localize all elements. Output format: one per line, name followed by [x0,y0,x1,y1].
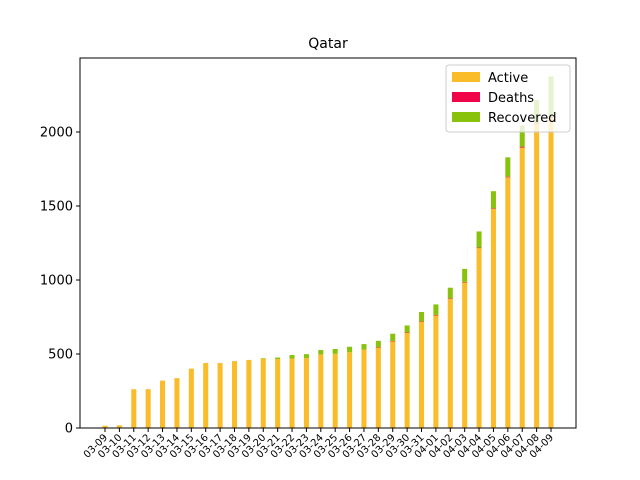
legend-label-active: Active [488,71,528,86]
bar-recovered-03-29 [390,333,396,341]
bar-recovered-04-05 [490,191,496,209]
bar-recovered-03-25 [332,348,338,354]
bar-recovered-03-31 [419,311,425,322]
legend-swatch-deaths [452,92,480,102]
bar-recovered-03-27 [361,344,367,350]
bar-recovered-04-01 [433,304,439,315]
bar-active-04-07 [519,147,525,429]
chart-title: Qatar [308,36,348,52]
legend-swatch-recovered [452,112,480,122]
bar-recovered-04-07 [519,125,525,147]
bar-deaths-04-04 [476,247,482,249]
bar-recovered-03-21 [275,357,281,360]
bar-active-04-08 [534,123,540,428]
plot-frame [79,57,577,429]
bar-deaths-03-28 [375,347,381,348]
bar-active-04-09 [548,118,554,428]
bar-active-04-02 [447,298,453,428]
x-axis: 03-0903-1003-1103-1203-1303-1403-1503-16… [82,428,556,461]
bar-active-03-13 [160,380,166,428]
bar-active-04-04 [476,248,482,428]
bar-active-03-27 [361,349,367,428]
bar-active-03-20 [260,358,266,428]
bar-active-03-31 [419,321,425,428]
bar-active-03-21 [275,359,281,428]
bar-active-03-30 [404,332,410,428]
bar-active-03-09 [102,425,108,428]
y-tick-label-0: 0 [65,422,73,437]
legend-swatch-active [452,72,480,82]
bar-active-03-10 [116,425,122,428]
bar-deaths-04-06 [505,176,511,178]
bar-deaths-04-07 [519,146,525,148]
bar-recovered-03-28 [375,340,381,348]
bar-active-03-11 [131,389,137,428]
bar-deaths-04-02 [447,298,453,299]
bar-active-03-22 [289,358,295,428]
bar-recovered-03-26 [347,346,353,353]
bar-deaths-04-01 [433,314,439,316]
bar-recovered-04-04 [476,231,482,248]
bar-active-03-24 [318,354,324,428]
bar-deaths-04-05 [490,208,496,209]
bar-active-03-23 [303,358,309,428]
bar-active-03-14 [174,378,180,428]
bar-recovered-04-02 [447,287,453,299]
bar-active-04-06 [505,177,511,428]
bar-recovered-03-20 [260,358,266,359]
bar-recovered-04-03 [462,268,468,282]
bar-active-04-03 [462,282,468,428]
bar-recovered-04-06 [505,157,511,177]
legend-label-deaths: Deaths [488,91,534,106]
bar-active-03-18 [231,361,238,428]
bar-recovered-03-23 [303,354,309,359]
bar-deaths-03-31 [419,321,425,322]
bar-recovered-03-30 [404,325,410,333]
bar-active-03-16 [203,363,209,428]
bar-active-03-28 [375,347,381,428]
legend-label-recovered: Recovered [488,111,557,126]
bar-active-03-17 [217,363,223,428]
bar-active-03-19 [246,359,252,428]
bar-active-03-25 [332,353,338,428]
bar-deaths-03-29 [390,340,396,342]
bar-active-03-12 [145,389,151,428]
legend: Active Deaths Recovered [445,64,571,133]
y-axis: 0 500 1000 1500 2000 [40,126,80,437]
bar-deaths-04-03 [462,281,468,283]
bar-active-03-29 [390,340,396,428]
bar-deaths-03-30 [404,332,410,333]
y-tick-label-2000: 2000 [40,126,73,141]
y-tick-label-500: 500 [48,348,73,363]
bar-active-04-05 [490,208,496,428]
bar-active-04-01 [433,315,439,428]
y-tick-label-1500: 1500 [40,200,73,215]
bar-active-03-26 [347,352,353,428]
y-tick-label-1000: 1000 [40,274,73,289]
bar-recovered-03-22 [289,355,295,359]
bar-recovered-03-24 [318,350,324,355]
bar-active-03-15 [188,368,194,428]
